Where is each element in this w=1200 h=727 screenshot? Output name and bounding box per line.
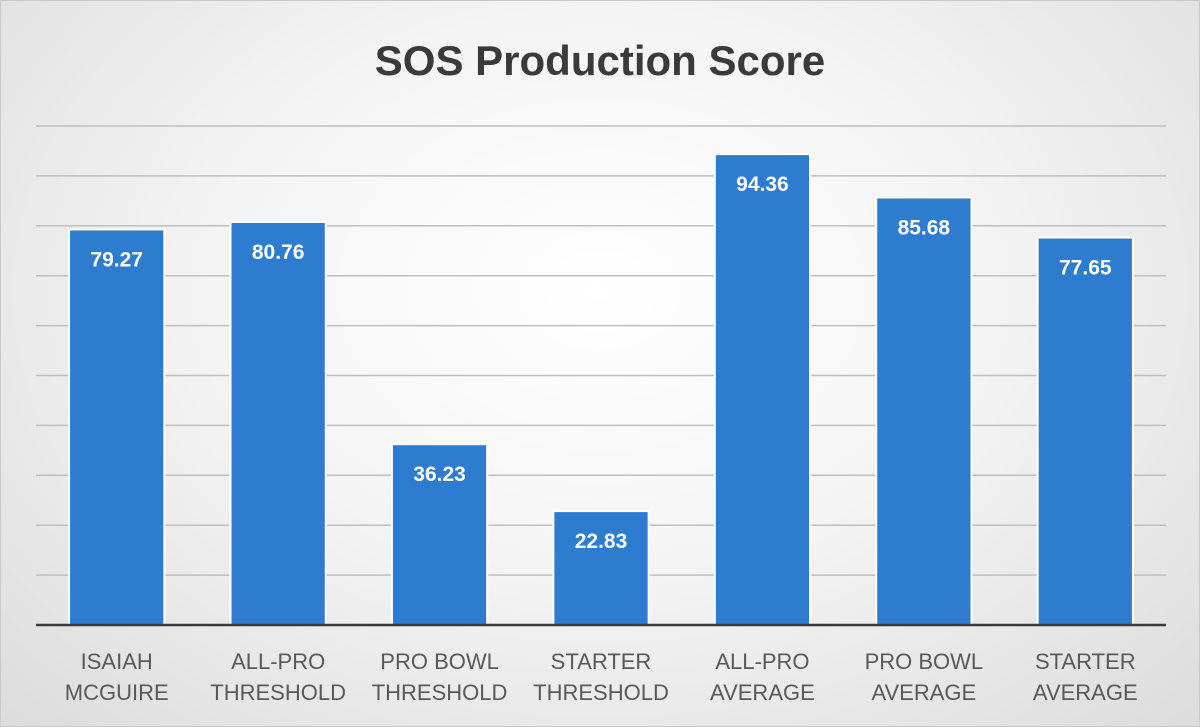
- x-tick-label: ALL-PRO AVERAGE: [710, 649, 815, 705]
- x-tick-label-line: THRESHOLD: [210, 680, 346, 705]
- x-tick-label: STARTER AVERAGE: [1033, 649, 1138, 705]
- bars: [68, 153, 1134, 627]
- bar-value-label: 36.23: [413, 463, 466, 486]
- x-tick-label-line: ALL-PRO: [715, 649, 809, 674]
- value-labels: 79.27 80.76 36.23 22.83 94.36 85.68 77.65: [90, 173, 1111, 553]
- x-tick-label-line: PRO BOWL: [380, 649, 499, 674]
- gridlines: [36, 125, 1166, 576]
- x-tick-labels: ISAIAH MCGUIRE ALL-PRO THRESHOLD PRO BOWL THR…: [65, 649, 1138, 705]
- x-tick-label-line: MCGUIRE: [65, 680, 169, 705]
- bar: [1036, 236, 1134, 627]
- chart-title: SOS Production Score: [374, 37, 826, 84]
- x-tick-label: STARTER THRESHOLD: [533, 649, 669, 705]
- x-tick-label-line: STARTER: [551, 649, 652, 674]
- x-tick-label-line: THRESHOLD: [533, 680, 669, 705]
- x-tick-label-line: ALL-PRO: [231, 649, 325, 674]
- bar-value-label: 79.27: [90, 248, 143, 271]
- bar: [229, 221, 327, 626]
- bar-value-label: 85.68: [898, 216, 951, 239]
- x-tick-label-line: AVERAGE: [710, 680, 815, 705]
- x-tick-label: ALL-PRO THRESHOLD: [210, 649, 346, 705]
- bar: [552, 510, 650, 627]
- bar-value-label: 22.83: [575, 530, 628, 553]
- x-tick-label-line: AVERAGE: [1033, 680, 1138, 705]
- x-tick-label-line: PRO BOWL: [865, 649, 984, 674]
- bar: [875, 196, 973, 627]
- x-tick-label-line: THRESHOLD: [372, 680, 508, 705]
- bar-value-label: 94.36: [736, 173, 789, 196]
- x-tick-label-line: STARTER: [1035, 649, 1136, 674]
- x-tick-label: PRO BOWL THRESHOLD: [372, 649, 508, 705]
- bar: [68, 228, 166, 627]
- x-tick-label-line: AVERAGE: [871, 680, 976, 705]
- x-tick-label: ISAIAH MCGUIRE: [65, 649, 169, 705]
- x-tick-label: PRO BOWL AVERAGE: [865, 649, 984, 705]
- bar-value-label: 80.76: [252, 241, 305, 264]
- bar-value-label: 77.65: [1059, 257, 1112, 280]
- bar: [713, 153, 812, 627]
- x-tick-label-line: ISAIAH: [81, 649, 153, 674]
- bar: [390, 443, 489, 627]
